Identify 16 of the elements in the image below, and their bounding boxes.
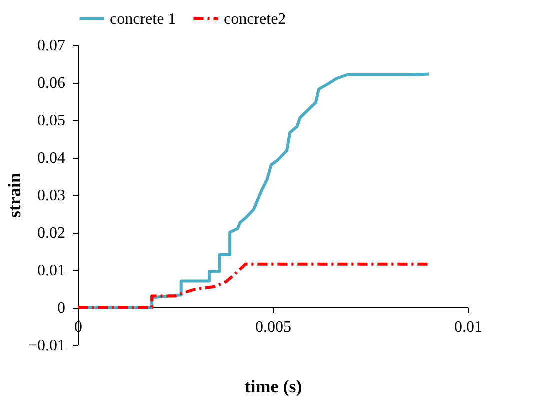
- x-tick-label: 0.01: [454, 319, 482, 336]
- y-tick-label: 0.04: [38, 150, 66, 167]
- y-tick-label: 0.01: [38, 262, 66, 280]
- y-tick-label: 0.06: [38, 75, 66, 92]
- y-tick-label: −0.01: [28, 338, 66, 354]
- x-tick-label: 0.005: [256, 319, 292, 336]
- x-axis-title: time (s): [244, 376, 302, 396]
- y-tick-label: 0.03: [38, 188, 66, 204]
- line-series: [76, 262, 430, 309]
- y-tick-label: 0: [58, 300, 66, 317]
- y-axis-title: strain: [4, 173, 24, 218]
- y-tick-label: 0.05: [38, 112, 66, 130]
- legend-label: concrete 1: [110, 11, 176, 28]
- y-tick-label: 0.07: [38, 38, 66, 54]
- y-tick-label: 0.02: [38, 225, 66, 242]
- legend-label: concrete2: [224, 11, 286, 28]
